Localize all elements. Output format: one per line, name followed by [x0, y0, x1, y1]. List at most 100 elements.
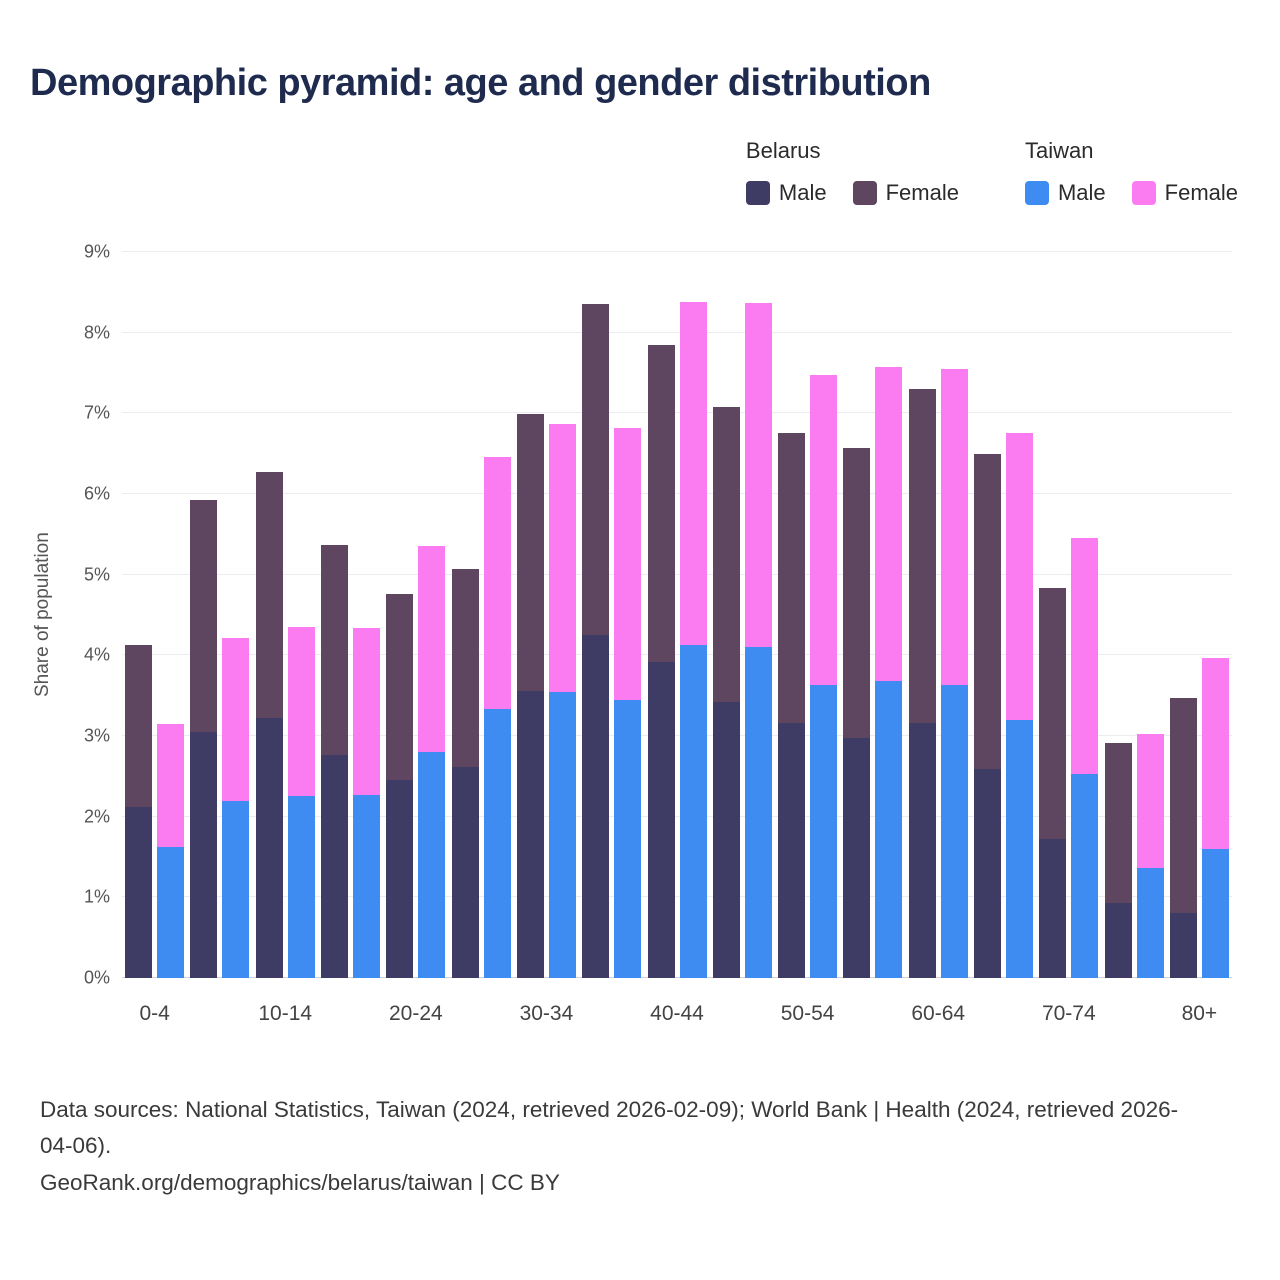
belarus-female-segment-75-79 — [1104, 743, 1132, 903]
bar-group-0-4 — [122, 252, 187, 978]
belarus-bar-60-64 — [908, 252, 936, 978]
belarus-bar-70-74 — [1039, 252, 1067, 978]
x-tick-label-40-44: 40-44 — [650, 1002, 704, 1025]
x-tick-label-15-19 — [318, 1002, 383, 1026]
taiwan-male-segment-0-4 — [157, 846, 185, 978]
taiwan-bar-15-19 — [353, 252, 381, 978]
taiwan-female-segment-0-4 — [157, 723, 185, 847]
belarus-male-segment-45-49 — [712, 702, 740, 978]
taiwan-bar-65-69 — [1006, 252, 1033, 978]
x-axis-ticks: 0-4 10-14 20-24 30-34 40-44 50-54 60-64 70-74 80… — [122, 1002, 1232, 1026]
legend-group-title: Belarus — [745, 138, 821, 163]
taiwan-female-segment-35-39 — [614, 427, 642, 700]
legend-swatch-icon — [852, 181, 877, 205]
belarus-female-segment-30-34 — [516, 414, 544, 691]
bar-group-10-14 — [253, 252, 318, 978]
taiwan-male-segment-5-9 — [222, 800, 250, 978]
x-axis-spacer — [28, 1002, 122, 1026]
legend-swatch-icon — [1024, 181, 1049, 205]
belarus-male-segment-80+ — [1169, 912, 1197, 978]
bar-group-20-24 — [383, 252, 448, 978]
belarus-bar-10-14 — [255, 252, 283, 978]
taiwan-male-segment-70-74 — [1071, 773, 1099, 978]
gridline-6% — [122, 493, 1232, 494]
belarus-male-segment-50-54 — [778, 723, 806, 978]
taiwan-bar-40-44 — [679, 252, 707, 978]
taiwan-female-segment-5-9 — [222, 637, 250, 801]
taiwan-male-segment-30-34 — [548, 691, 576, 978]
gridline-1% — [122, 896, 1232, 898]
x-tick-label-50-54: 50-54 — [780, 1002, 835, 1025]
taiwan-female-segment-10-14 — [287, 627, 315, 796]
gridline-8% — [122, 331, 1232, 333]
bar-group-40-44 — [644, 252, 709, 978]
belarus-female-segment-5-9 — [190, 500, 218, 732]
gridline-4% — [122, 654, 1232, 656]
bar-group-45-49 — [710, 252, 775, 978]
belarus-male-segment-40-44 — [647, 661, 675, 978]
belarus-female-segment-25-29 — [451, 569, 479, 767]
x-tick-label-60-64: 60-64 — [911, 1002, 966, 1025]
belarus-female-segment-0-4 — [125, 644, 153, 807]
belarus-female-segment-65-69 — [974, 454, 1001, 770]
taiwan-bar-70-74 — [1071, 252, 1099, 978]
taiwan-male-segment-50-54 — [810, 685, 838, 978]
belarus-bar-0-4 — [125, 252, 153, 978]
taiwan-female-segment-50-54 — [810, 374, 838, 686]
bar-group-15-19 — [318, 252, 383, 978]
bar-group-65-69 — [971, 252, 1036, 978]
taiwan-female-segment-15-19 — [353, 627, 381, 795]
footer: Data sources: National Statistics, Taiwa… — [40, 1092, 1210, 1201]
taiwan-bar-50-54 — [810, 252, 838, 978]
y-tick-label-7%: 7% — [83, 402, 110, 423]
taiwan-female-segment-30-34 — [548, 423, 576, 692]
gridline-9% — [122, 251, 1232, 252]
belarus-bar-65-69 — [974, 252, 1001, 978]
chart: Share of population 0% 1% 2% 3% 4% 5% 6% 7% 8% 9%… — [28, 242, 1232, 1026]
taiwan-male-segment-45-49 — [744, 647, 772, 978]
bar-group-60-64 — [906, 252, 971, 978]
belarus-bar-45-49 — [712, 252, 740, 978]
belarus-bar-35-39 — [582, 252, 610, 978]
taiwan-female-segment-60-64 — [940, 368, 968, 686]
taiwan-bar-45-49 — [744, 252, 772, 978]
belarus-female-segment-35-39 — [582, 304, 610, 636]
taiwan-female-segment-80+ — [1201, 657, 1229, 849]
gridline-5% — [122, 573, 1232, 575]
taiwan-male-segment-55-59 — [875, 681, 903, 978]
bar-group-75-79 — [1101, 252, 1166, 978]
belarus-bar-55-59 — [843, 252, 871, 978]
taiwan-bar-35-39 — [614, 252, 642, 978]
x-tick-label-25-29 — [448, 1002, 513, 1026]
x-axis: 0-4 10-14 20-24 30-34 40-44 50-54 60-64 70-74 80… — [28, 1002, 1232, 1026]
x-tick-label-10-14: 10-14 — [258, 1002, 313, 1025]
taiwan-male-segment-10-14 — [287, 795, 315, 978]
y-tick-label-6%: 6% — [83, 483, 110, 504]
taiwan-male-segment-15-19 — [353, 794, 381, 978]
belarus-male-segment-75-79 — [1104, 902, 1132, 978]
taiwan-male-segment-80+ — [1201, 848, 1229, 978]
taiwan-male-segment-20-24 — [418, 752, 446, 978]
belarus-female-segment-70-74 — [1039, 588, 1067, 840]
gridline-2% — [122, 815, 1232, 817]
belarus-male-segment-5-9 — [190, 731, 218, 978]
taiwan-female-segment-65-69 — [1006, 432, 1033, 720]
legend-label: Female — [885, 180, 959, 205]
x-tick-label-80+: 80+ — [1181, 1002, 1218, 1025]
y-axis: 0% 1% 2% 3% 4% 5% 6% 7% 8% 9% — [58, 242, 122, 988]
y-tick-label-3%: 3% — [83, 725, 110, 746]
legend-group-title: Taiwan — [1024, 138, 1094, 163]
bar-group-50-54 — [775, 252, 840, 978]
taiwan-bar-75-79 — [1136, 252, 1164, 978]
taiwan-bar-5-9 — [222, 252, 250, 978]
legend-item-belarus-female: Female — [852, 180, 959, 206]
taiwan-female-segment-55-59 — [875, 366, 903, 682]
legend-group-taiwan: Taiwan Male Female — [1024, 138, 1238, 206]
belarus-male-segment-30-34 — [516, 690, 544, 978]
belarus-male-segment-55-59 — [843, 738, 871, 978]
gridline-3% — [122, 735, 1232, 736]
taiwan-bar-25-29 — [483, 252, 511, 978]
attribution-text: GeoRank.org/demographics/belarus/taiwan … — [40, 1169, 560, 1195]
y-tick-label-4%: 4% — [83, 644, 110, 665]
x-tick-label-75-79 — [1101, 1002, 1166, 1026]
